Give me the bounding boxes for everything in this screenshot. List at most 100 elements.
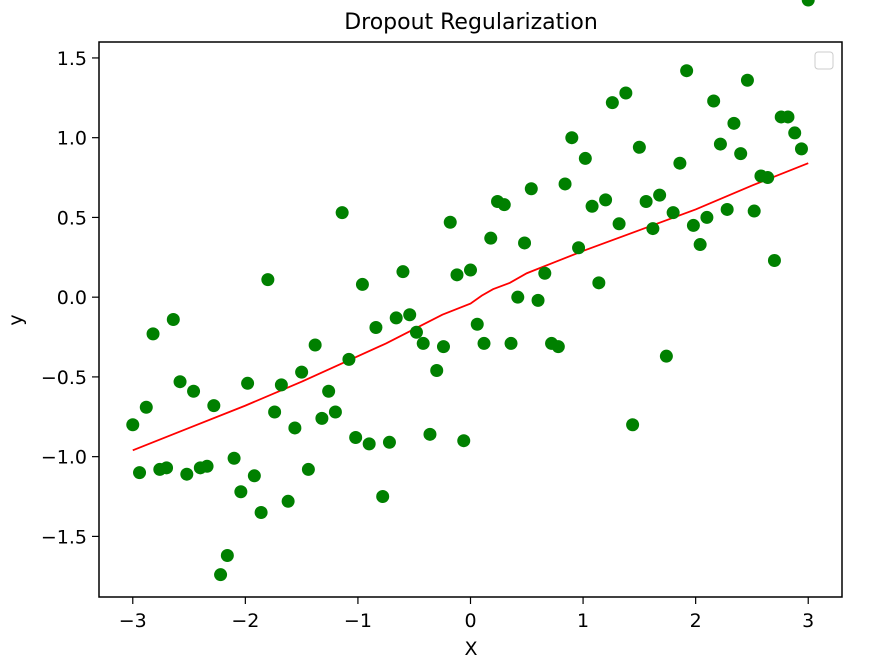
scatter-point — [605, 96, 619, 110]
scatter-point — [207, 399, 221, 413]
y-tick-label: 1.0 — [57, 128, 87, 150]
scatter-point — [511, 290, 525, 304]
x-tick-label: 2 — [690, 610, 702, 632]
scatter-point — [308, 338, 322, 352]
y-axis: −1.5 −1.0 −0.5 0.0 0.5 1.0 1.5 — [41, 48, 99, 548]
scatter-point — [531, 293, 545, 307]
scatter-point — [666, 206, 680, 220]
scatter-point — [328, 405, 342, 419]
scatter-point — [180, 467, 194, 481]
scatter-point — [274, 378, 288, 392]
scatter-point — [761, 171, 775, 185]
scatter-point — [301, 462, 315, 476]
scatter-point — [477, 336, 491, 350]
scatter-point — [369, 320, 383, 334]
scatter-point — [781, 110, 795, 124]
scatter-point — [470, 317, 484, 331]
scatter-point — [653, 188, 667, 202]
scatter-point — [268, 405, 282, 419]
scatter-point — [146, 327, 160, 341]
scatter-point — [315, 411, 329, 425]
scatter-point — [139, 400, 153, 414]
scatter-point — [214, 568, 228, 582]
x-tick-label: −3 — [119, 610, 147, 632]
x-tick-label: 0 — [464, 610, 476, 632]
fit-line — [132, 162, 809, 452]
scatter-point — [740, 73, 754, 87]
scatter-point — [187, 384, 201, 398]
scatter-point — [261, 273, 275, 287]
scatter-point — [234, 485, 248, 499]
scatter-point — [713, 137, 727, 151]
scatter-point — [727, 116, 741, 130]
scatter-point — [518, 236, 532, 250]
scatter-point — [524, 182, 538, 196]
scatter-point — [612, 217, 626, 231]
scatter-point — [443, 215, 457, 229]
scatter-point — [247, 469, 261, 483]
x-tick-label: 3 — [802, 610, 814, 632]
scatter-point — [430, 364, 444, 378]
scatter-point — [254, 505, 268, 519]
scatter-point — [450, 268, 464, 282]
scatter-point — [288, 421, 302, 435]
scatter-point — [382, 435, 396, 449]
scatter-point — [794, 142, 808, 156]
scatter-point — [801, 0, 815, 7]
scatter-point — [396, 265, 410, 279]
scatter-point — [241, 376, 255, 390]
x-tick-label: −2 — [231, 610, 259, 632]
y-tick-label: −1.0 — [41, 447, 87, 469]
scatter-point — [362, 437, 376, 451]
scatter-point — [565, 131, 579, 145]
scatter-point — [160, 461, 174, 475]
scatter-point — [788, 126, 802, 140]
scatter-point — [578, 151, 592, 165]
scatter-point — [484, 231, 498, 245]
scatter-point — [599, 193, 613, 207]
y-tick-label: 1.5 — [57, 48, 87, 70]
scatter-point — [646, 222, 660, 236]
scatter-point — [166, 313, 180, 326]
scatter-point — [126, 418, 140, 432]
scatter-point — [355, 277, 369, 291]
scatter-point — [632, 140, 646, 154]
scatter-point — [538, 266, 552, 280]
scatter-point — [558, 177, 572, 191]
plot-area — [126, 0, 815, 582]
scatter-point — [659, 349, 673, 363]
scatter-point — [389, 311, 403, 325]
scatter-point — [504, 336, 518, 350]
y-axis-label: y — [5, 314, 27, 325]
y-tick-label: −1.5 — [41, 526, 87, 548]
scatter-point — [335, 206, 349, 220]
scatter-point — [349, 431, 363, 445]
x-axis: −3 −2 −1 0 1 2 3 — [119, 597, 814, 632]
scatter-point — [700, 210, 714, 224]
scatter-point — [707, 94, 721, 108]
scatter-point — [720, 202, 734, 216]
scatter-point — [680, 64, 694, 78]
scatter-point — [423, 427, 437, 441]
x-tick-label: 1 — [577, 610, 589, 632]
scatter-point — [376, 490, 390, 504]
scatter-point — [551, 340, 565, 354]
y-tick-label: 0.0 — [57, 287, 87, 309]
scatter-point — [227, 451, 241, 465]
scatter-points-series — [126, 0, 815, 582]
scatter-point — [734, 147, 748, 161]
scatter-point — [585, 199, 599, 213]
scatter-point — [497, 198, 511, 212]
scatter-point — [173, 375, 187, 389]
scatter-point — [572, 241, 586, 255]
scatter-point — [133, 466, 147, 480]
y-tick-label: 0.5 — [57, 207, 87, 229]
scatter-point — [464, 263, 477, 277]
chart-title: Dropout Regularization — [344, 10, 598, 35]
scatter-point — [295, 365, 309, 379]
scatter-point — [592, 276, 606, 290]
scatter-point — [436, 340, 450, 354]
scatter-point — [281, 494, 295, 508]
